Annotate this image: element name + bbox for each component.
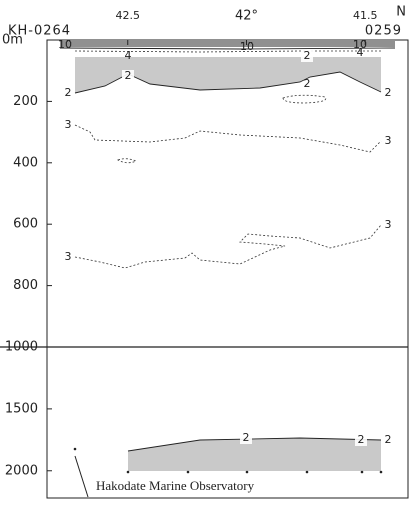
x-tick-label: 42° (235, 9, 258, 24)
contour-label: 2 (304, 77, 311, 90)
contour-label-bg (240, 432, 252, 444)
shaded-region (75, 57, 381, 93)
contour-label: 3 (65, 250, 72, 263)
contour-label: 2 (358, 433, 365, 446)
contour-label: 2 (304, 49, 311, 62)
y-tick-label: 200 (13, 94, 38, 109)
contour-label: 2 (65, 86, 72, 99)
y-tick-label: 800 (13, 278, 38, 293)
y-tick-label: 0m (2, 33, 23, 48)
contour-label: 3 (65, 118, 72, 131)
y-tick-label: 1500 (5, 401, 38, 416)
contour-label: 10 (58, 38, 72, 51)
credit: Hakodate Marine Observatory (96, 478, 255, 493)
contour (117, 158, 137, 164)
contour (74, 71, 382, 94)
contour (74, 50, 381, 53)
contour-label: 4 (125, 49, 132, 62)
x-axis-label: N (396, 5, 406, 20)
contour (74, 224, 382, 269)
y-tick-label: 2000 (5, 463, 38, 478)
y-tick-label: 400 (13, 155, 38, 170)
contour-label: 2 (125, 69, 132, 82)
station-right: 0259 (365, 24, 402, 39)
station-markers (73, 447, 383, 474)
x-tick-label: 42.5 (116, 9, 141, 22)
plot-frame (46, 39, 409, 499)
y-tick-label: 1000 (5, 340, 38, 355)
x-tick-label: 41.5 (353, 9, 378, 22)
y-tick-label: 600 (13, 217, 38, 232)
contour-label-bg (122, 70, 134, 82)
contour-label: 10 (353, 38, 367, 51)
shaded-region (128, 438, 381, 471)
station-left: KH-0264 (8, 24, 71, 39)
contour-label: 3 (385, 218, 392, 231)
contour-label: 10 (240, 40, 254, 53)
credit-pointer (74, 455, 89, 498)
contour-label: 2 (385, 433, 392, 446)
contour-label-bg (301, 50, 313, 62)
contour (74, 124, 382, 153)
contour-label-bg (355, 434, 367, 446)
contour (282, 94, 327, 104)
contour-label: 4 (357, 46, 364, 59)
contour-label: 2 (385, 86, 392, 99)
contour-label: 3 (385, 134, 392, 147)
contour-label: 2 (243, 431, 250, 444)
contour (59, 41, 396, 50)
